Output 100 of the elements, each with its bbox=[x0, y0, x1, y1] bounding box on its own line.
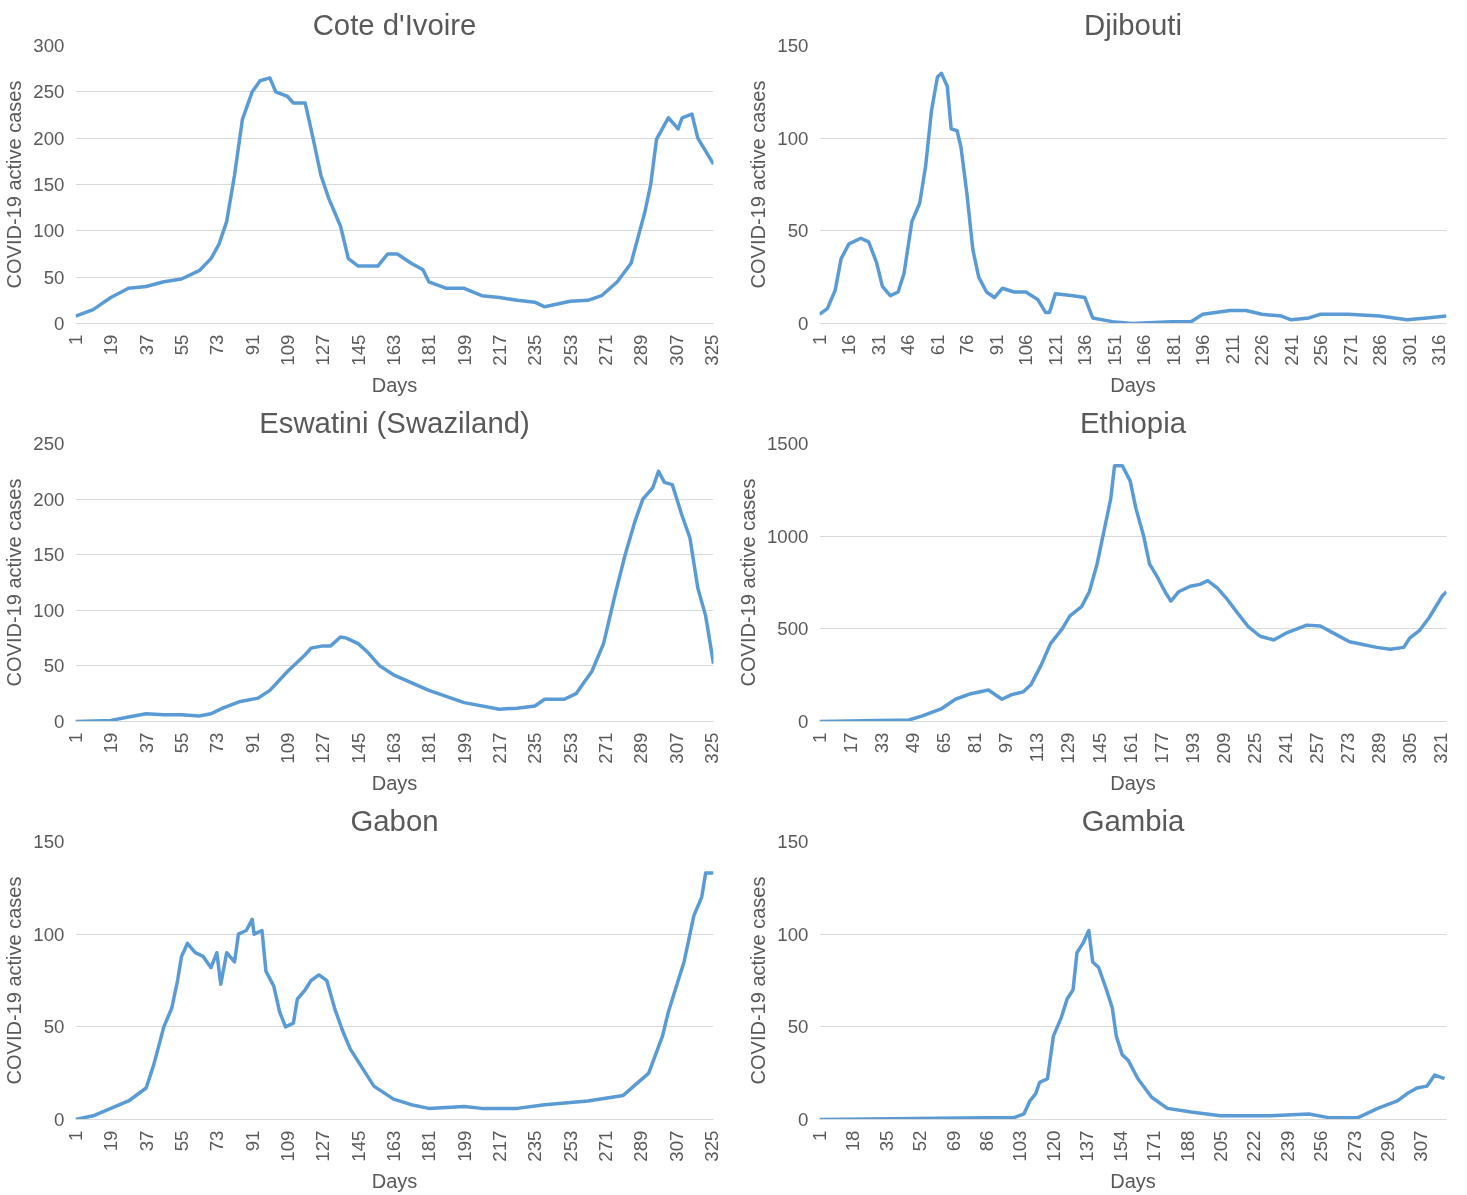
x-tick-label: 209 bbox=[1212, 732, 1234, 764]
x-tick-label: 18 bbox=[842, 1130, 864, 1152]
x-tick-label: 55 bbox=[171, 1130, 193, 1152]
x-tick-label: 161 bbox=[1119, 732, 1141, 764]
y-tick-label: 250 bbox=[33, 433, 65, 454]
x-tick-label: 199 bbox=[453, 1130, 475, 1162]
chart-title: Cote d'Ivoire bbox=[312, 7, 477, 41]
x-tick-label: 181 bbox=[418, 732, 440, 764]
y-axis-title: COVID-19 active cases bbox=[747, 80, 770, 289]
x-tick-label: 76 bbox=[956, 334, 978, 356]
y-axis-title: COVID-19 active cases bbox=[737, 478, 759, 687]
y-tick-label: 100 bbox=[33, 220, 65, 242]
x-tick-label: 163 bbox=[383, 732, 405, 764]
x-tick-label: 196 bbox=[1192, 334, 1214, 366]
y-tick-label: 50 bbox=[43, 655, 65, 677]
y-tick-label: 150 bbox=[777, 831, 809, 852]
x-tick-label: 325 bbox=[701, 1130, 723, 1162]
y-tick-label: 100 bbox=[777, 127, 809, 149]
x-tick-label: 145 bbox=[347, 732, 369, 764]
x-axis-title: Days bbox=[371, 1169, 418, 1192]
x-tick-label: 235 bbox=[524, 1130, 546, 1162]
x-tick-label: 307 bbox=[665, 732, 687, 764]
x-tick-label: 166 bbox=[1133, 334, 1155, 366]
y-tick-label: 0 bbox=[54, 313, 65, 334]
x-tick-label: 286 bbox=[1369, 334, 1391, 366]
x-tick-label: 17 bbox=[840, 732, 862, 754]
x-tick-label: 91 bbox=[985, 334, 1007, 356]
x-tick-label: 137 bbox=[1076, 1130, 1098, 1162]
x-tick-label: 241 bbox=[1274, 732, 1296, 764]
x-axis-title: Days bbox=[1110, 1169, 1156, 1192]
y-tick-label: 200 bbox=[33, 127, 65, 149]
x-tick-label: 55 bbox=[171, 334, 193, 356]
x-tick-label: 61 bbox=[926, 334, 948, 356]
x-tick-label: 145 bbox=[347, 1130, 369, 1162]
x-tick-label: 145 bbox=[1088, 732, 1110, 764]
x-tick-label: 109 bbox=[277, 732, 299, 764]
x-tick-label: 217 bbox=[489, 1130, 511, 1162]
y-tick-label: 150 bbox=[33, 544, 65, 566]
x-tick-label: 37 bbox=[135, 1130, 157, 1152]
y-tick-label: 0 bbox=[798, 1109, 809, 1130]
x-tick-label: 127 bbox=[312, 334, 334, 366]
x-tick-label: 127 bbox=[312, 732, 334, 764]
y-tick-label: 0 bbox=[54, 711, 65, 732]
x-tick-label: 106 bbox=[1015, 334, 1037, 366]
y-axis-title: COVID-19 active cases bbox=[3, 80, 26, 289]
y-tick-label: 0 bbox=[798, 313, 809, 334]
x-tick-label: 257 bbox=[1305, 732, 1327, 764]
x-tick-label: 181 bbox=[1162, 334, 1184, 366]
x-tick-label: 81 bbox=[964, 732, 986, 754]
x-tick-label: 73 bbox=[206, 334, 228, 356]
x-axis-title: Days bbox=[371, 373, 418, 396]
x-tick-label: 271 bbox=[595, 1130, 617, 1162]
x-tick-label: 37 bbox=[135, 334, 157, 356]
x-tick-label: 199 bbox=[453, 334, 475, 366]
x-tick-label: 33 bbox=[871, 732, 893, 754]
y-tick-label: 150 bbox=[33, 831, 65, 852]
x-tick-label: 271 bbox=[1339, 334, 1361, 366]
x-tick-label: 289 bbox=[630, 334, 652, 366]
x-tick-label: 253 bbox=[559, 732, 581, 764]
x-tick-label: 163 bbox=[383, 1130, 405, 1162]
x-tick-label: 307 bbox=[665, 1130, 687, 1162]
y-tick-label: 1000 bbox=[767, 525, 809, 547]
x-tick-label: 177 bbox=[1150, 732, 1172, 764]
x-tick-label: 217 bbox=[489, 732, 511, 764]
y-tick-label: 1500 bbox=[767, 433, 809, 454]
x-tick-label: 290 bbox=[1377, 1130, 1399, 1162]
x-tick-label: 109 bbox=[277, 334, 299, 366]
x-tick-label: 256 bbox=[1310, 334, 1332, 366]
x-tick-label: 305 bbox=[1399, 732, 1421, 764]
x-tick-label: 253 bbox=[559, 334, 581, 366]
x-tick-label: 35 bbox=[875, 1130, 897, 1152]
x-tick-label: 325 bbox=[701, 732, 723, 764]
x-tick-label: 273 bbox=[1337, 732, 1358, 764]
x-tick-label: 73 bbox=[206, 1130, 228, 1152]
x-tick-label: 205 bbox=[1209, 1130, 1231, 1162]
x-tick-label: 16 bbox=[838, 334, 860, 356]
x-tick-label: 239 bbox=[1276, 1130, 1298, 1162]
x-tick-label: 235 bbox=[524, 334, 546, 366]
x-tick-label: 253 bbox=[559, 1130, 581, 1162]
x-axis-title: Days bbox=[1110, 373, 1156, 396]
chart-title: Eswatini (Swaziland) bbox=[259, 405, 530, 439]
y-tick-label: 0 bbox=[54, 1109, 65, 1130]
x-tick-label: 321 bbox=[1430, 732, 1452, 764]
x-tick-label: 188 bbox=[1176, 1130, 1198, 1162]
y-tick-label: 100 bbox=[777, 923, 809, 945]
x-tick-label: 1 bbox=[65, 1130, 86, 1141]
x-tick-label: 307 bbox=[665, 334, 687, 366]
x-tick-label: 127 bbox=[312, 1130, 334, 1162]
y-tick-label: 150 bbox=[33, 174, 65, 195]
y-tick-label: 300 bbox=[33, 35, 65, 56]
x-tick-label: 1 bbox=[809, 334, 830, 345]
x-tick-label: 109 bbox=[277, 1130, 299, 1162]
x-tick-label: 211 bbox=[1221, 334, 1243, 365]
y-tick-label: 250 bbox=[33, 81, 65, 103]
x-tick-label: 121 bbox=[1044, 334, 1066, 366]
x-tick-label: 120 bbox=[1042, 1130, 1064, 1162]
x-tick-label: 19 bbox=[100, 1130, 122, 1152]
y-axis-title: COVID-19 active cases bbox=[747, 876, 770, 1085]
x-tick-label: 1 bbox=[65, 334, 86, 345]
x-axis-title: Days bbox=[1110, 771, 1156, 794]
